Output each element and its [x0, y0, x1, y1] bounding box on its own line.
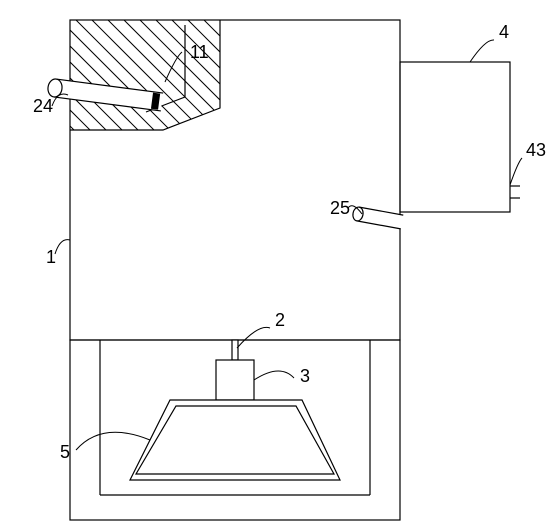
- leader-line: [165, 52, 182, 82]
- tube-left: [47, 78, 163, 111]
- label-4: 4: [499, 22, 509, 42]
- leader-line: [254, 371, 294, 380]
- main-enclosure: [70, 20, 400, 340]
- label-25: 25: [330, 198, 350, 218]
- label-1: 1: [46, 247, 56, 267]
- leader-line: [510, 158, 522, 185]
- trapezoid-outer: [130, 400, 340, 480]
- side-box: [400, 62, 510, 212]
- label-11: 11: [190, 42, 209, 62]
- label-24: 24: [33, 96, 53, 116]
- leader-line: [76, 432, 150, 450]
- label-2: 2: [275, 310, 285, 330]
- leader-line: [470, 40, 494, 62]
- top-block: [216, 360, 254, 400]
- technical-diagram: 1112444325235: [0, 0, 558, 532]
- nozzle: [152, 94, 159, 109]
- label-5: 5: [60, 442, 70, 462]
- label-43: 43: [526, 140, 546, 160]
- leader-line: [55, 240, 70, 254]
- tube-right: [352, 206, 403, 229]
- leader-line: [237, 327, 270, 348]
- label-3: 3: [300, 366, 310, 386]
- hatch-fill: [0, 0, 558, 300]
- stem: [232, 340, 238, 360]
